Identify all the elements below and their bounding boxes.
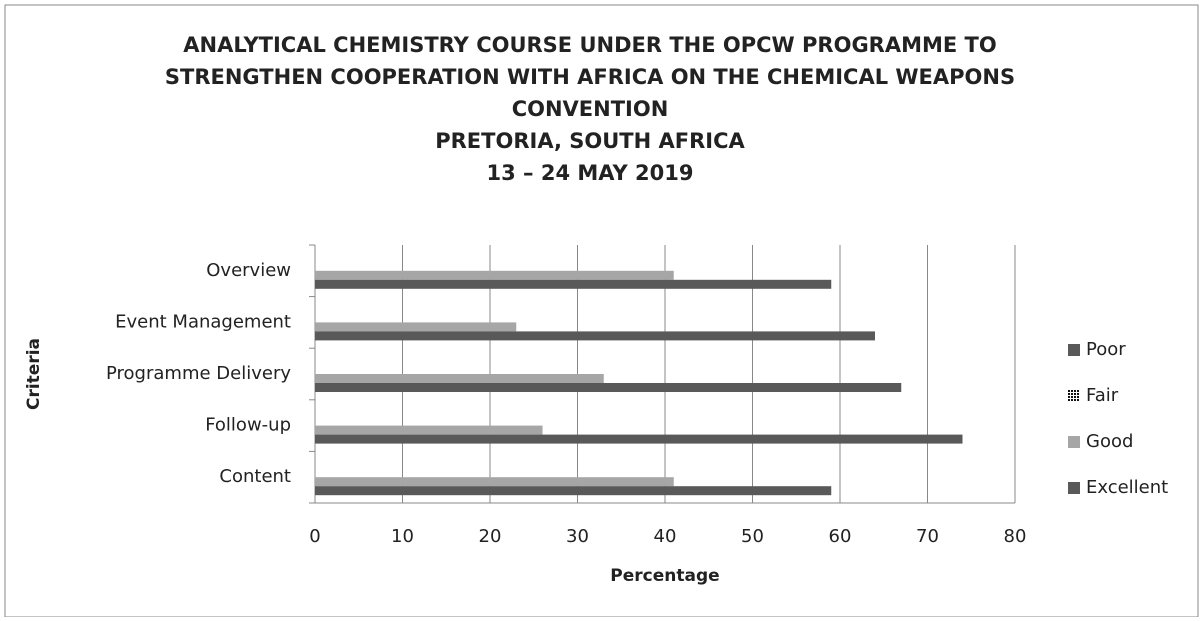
chart-title: PRETORIA, SOUTH AFRICA bbox=[435, 129, 745, 153]
y-tick-label: Content bbox=[219, 466, 291, 487]
chart-frame bbox=[4, 4, 1199, 618]
bar bbox=[315, 279, 832, 289]
legend-label: Poor bbox=[1086, 339, 1126, 360]
bar bbox=[315, 383, 902, 392]
bar bbox=[315, 486, 832, 496]
x-tick-label: 40 bbox=[654, 526, 677, 547]
x-tick-label: 30 bbox=[566, 526, 589, 547]
x-tick-label: 10 bbox=[391, 526, 414, 547]
bar bbox=[315, 270, 674, 280]
bar bbox=[315, 477, 674, 487]
x-tick-label: 80 bbox=[1004, 526, 1027, 547]
x-tick-label: 70 bbox=[916, 526, 939, 547]
legend-swatch bbox=[1068, 436, 1080, 448]
chart-title: ANALYTICAL CHEMISTRY COURSE UNDER THE OP… bbox=[183, 33, 996, 57]
legend-swatch bbox=[1068, 482, 1080, 494]
legend-swatch bbox=[1068, 344, 1080, 356]
x-tick-label: 60 bbox=[829, 526, 852, 547]
legend-label: Excellent bbox=[1086, 477, 1168, 498]
bar bbox=[315, 322, 517, 332]
bar bbox=[315, 434, 963, 444]
chart-title: CONVENTION bbox=[512, 97, 669, 121]
y-tick-label: Follow-up bbox=[205, 415, 291, 436]
chart-title: 13 – 24 MAY 2019 bbox=[487, 161, 694, 185]
x-tick-label: 20 bbox=[479, 526, 502, 547]
bar bbox=[315, 331, 875, 341]
legend-label: Good bbox=[1086, 431, 1133, 452]
y-tick-label: Programme Delivery bbox=[106, 363, 291, 384]
x-tick-label: 0 bbox=[309, 526, 320, 547]
y-tick-label: Event Management bbox=[115, 311, 291, 332]
y-axis-label: Criteria bbox=[24, 338, 44, 410]
bar bbox=[315, 425, 543, 435]
legend-label: Fair bbox=[1086, 385, 1119, 406]
x-axis-label: Percentage bbox=[610, 566, 719, 586]
legend-swatch bbox=[1068, 390, 1080, 402]
chart-title: STRENGTHEN COOPERATION WITH AFRICA ON TH… bbox=[165, 65, 1015, 89]
bar bbox=[315, 374, 604, 383]
y-tick-label: Overview bbox=[206, 260, 291, 281]
x-tick-label: 50 bbox=[741, 526, 764, 547]
